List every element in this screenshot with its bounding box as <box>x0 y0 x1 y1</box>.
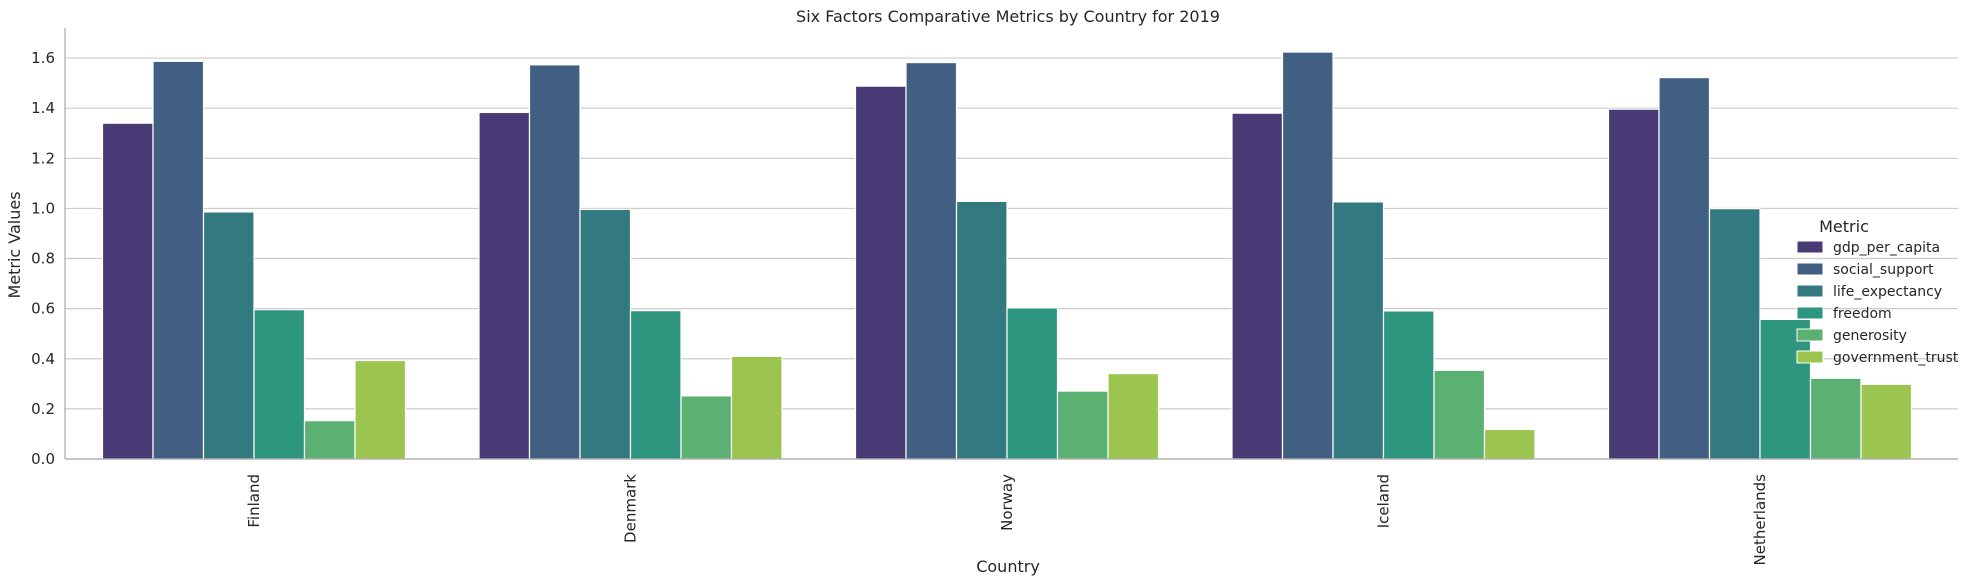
legend-label-life_expectancy: life_expectancy <box>1833 284 1942 300</box>
bar-government_trust-iceland <box>1483 428 1536 460</box>
bar-gdp_per_capita-finland <box>101 122 154 460</box>
bar-life_expectancy-netherlands <box>1708 208 1761 460</box>
x-tick-label: Denmark <box>622 474 640 543</box>
x-tick-labels: Finland Denmark Norway Iceland Netherlands <box>245 474 1769 566</box>
bar-generosity-denmark <box>680 395 733 460</box>
bar-freedom-norway <box>1006 307 1059 460</box>
y-tick-label: 1.4 <box>31 99 55 117</box>
bar-government_trust-netherlands <box>1860 383 1913 460</box>
x-tick-label: Finland <box>245 474 263 528</box>
y-tick-label: 1.6 <box>31 49 55 67</box>
legend-label-social_support: social_support <box>1833 262 1934 278</box>
legend-label-government_trust: government_trust <box>1833 350 1959 366</box>
bar-life_expectancy-denmark <box>579 208 632 460</box>
bar-social_support-finland <box>152 60 205 460</box>
bar-generosity-netherlands <box>1809 377 1862 460</box>
bar-freedom-denmark <box>629 310 682 460</box>
legend-swatch-social_support <box>1796 262 1824 276</box>
legend-label-freedom: freedom <box>1833 306 1892 322</box>
y-tick-label: 0.0 <box>31 450 55 468</box>
bars-layer <box>101 51 1913 460</box>
bar-life_expectancy-norway <box>955 200 1008 460</box>
bar-gdp_per_capita-norway <box>854 85 907 460</box>
bar-government_trust-finland <box>354 359 407 460</box>
legend-label-generosity: generosity <box>1833 328 1907 344</box>
y-tick-label: 1.2 <box>31 149 55 167</box>
y-tick-label: 0.2 <box>31 400 55 418</box>
x-axis-title: Country <box>976 557 1040 576</box>
bar-gdp_per_capita-iceland <box>1231 112 1284 460</box>
bar-gdp_per_capita-denmark <box>478 111 531 460</box>
bar-social_support-netherlands <box>1658 77 1711 460</box>
legend-swatch-government_trust <box>1796 350 1824 364</box>
bar-freedom-iceland <box>1382 310 1435 460</box>
bar-generosity-norway <box>1056 390 1109 460</box>
y-tick-label: 0.4 <box>31 350 55 368</box>
bar-government_trust-norway <box>1107 372 1160 460</box>
bar-government_trust-denmark <box>730 355 783 460</box>
bar-freedom-finland <box>253 309 306 460</box>
chart-title: Six Factors Comparative Metrics by Count… <box>796 7 1220 26</box>
y-tick-label: 0.8 <box>31 250 55 268</box>
legend-swatch-generosity <box>1796 328 1824 342</box>
bar-social_support-denmark <box>528 64 581 460</box>
x-tick-label: Norway <box>998 474 1016 531</box>
axes <box>64 28 1958 460</box>
legend-swatch-freedom <box>1796 306 1824 320</box>
y-tick-label: 1.0 <box>31 199 55 217</box>
bar-life_expectancy-finland <box>202 211 255 460</box>
legend: Metric gdp_per_capita social_support life_… <box>1796 217 1959 366</box>
bar-gdp_per_capita-netherlands <box>1607 108 1660 460</box>
bar-life_expectancy-iceland <box>1332 201 1385 460</box>
y-tick-label: 0.6 <box>31 300 55 318</box>
x-tick-label: Netherlands <box>1751 474 1769 566</box>
legend-swatch-gdp_per_capita <box>1796 240 1824 254</box>
bar-generosity-iceland <box>1433 369 1486 460</box>
legend-swatch-life_expectancy <box>1796 284 1824 298</box>
bar-social_support-norway <box>905 61 958 460</box>
bar-generosity-finland <box>303 420 356 460</box>
bar-social_support-iceland <box>1281 51 1334 460</box>
x-tick-label: Iceland <box>1375 474 1393 528</box>
y-tick-labels: 0.0 0.2 0.4 0.6 0.8 1.0 1.2 1.4 1.6 <box>31 49 55 468</box>
y-axis-title: Metric Values <box>5 191 24 298</box>
legend-label-gdp_per_capita: gdp_per_capita <box>1833 240 1940 256</box>
legend-title: Metric <box>1819 217 1869 236</box>
